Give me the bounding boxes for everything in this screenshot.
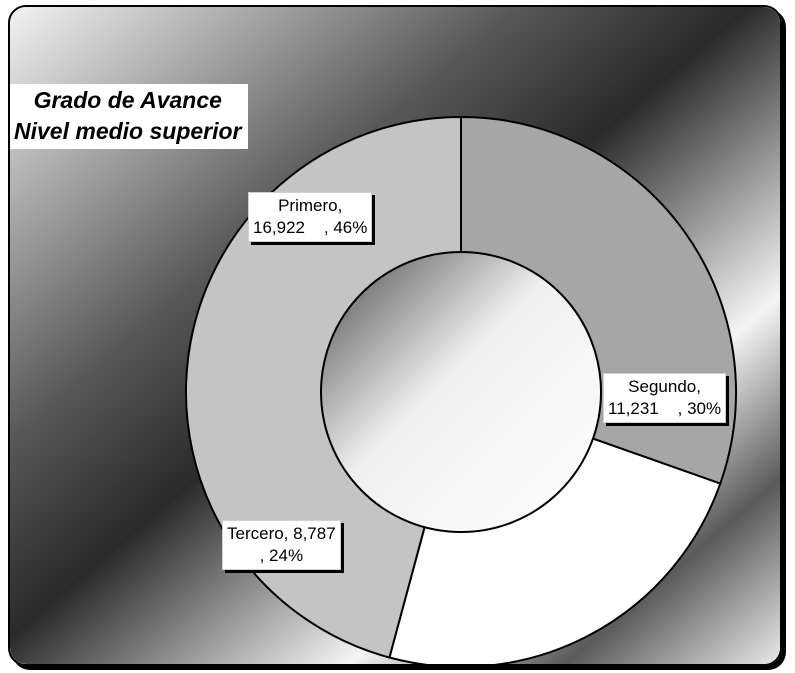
- data-label-tercero: Tercero, 8,787 , 24%: [222, 520, 341, 570]
- data-label-primero: Primero, 16,922 , 46%: [248, 192, 373, 242]
- chart-title-line-1: Grado de Avance: [33, 87, 222, 113]
- chart-title: Grado de Avance Nivel medio superior: [10, 84, 248, 149]
- chart-area: [8, 5, 782, 666]
- chart-title-line-2: Nivel medio superior: [14, 118, 242, 144]
- doughnut-hole: [320, 251, 602, 533]
- data-label-segundo: Segundo, 11,231 , 30%: [603, 373, 727, 423]
